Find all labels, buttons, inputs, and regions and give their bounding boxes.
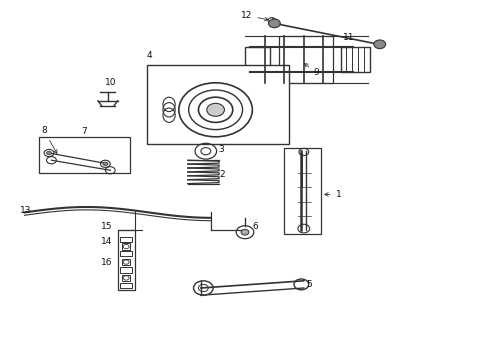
Text: 13: 13 xyxy=(20,206,31,215)
Text: 14: 14 xyxy=(101,237,113,246)
Bar xyxy=(122,259,130,265)
Text: 5: 5 xyxy=(306,280,312,289)
Bar xyxy=(120,283,132,288)
Circle shape xyxy=(47,151,51,155)
Bar xyxy=(284,148,321,234)
Text: 12: 12 xyxy=(241,11,269,21)
Text: 10: 10 xyxy=(105,78,117,87)
Bar xyxy=(279,36,333,83)
Text: 15: 15 xyxy=(101,222,113,231)
Bar xyxy=(122,243,130,250)
Text: 1: 1 xyxy=(325,190,342,199)
Bar xyxy=(39,137,130,173)
Text: 2: 2 xyxy=(220,171,225,180)
FancyBboxPatch shape xyxy=(147,65,289,144)
Text: 9: 9 xyxy=(304,63,319,77)
Text: 6: 6 xyxy=(252,222,258,231)
Text: 4: 4 xyxy=(147,51,152,60)
Circle shape xyxy=(103,162,108,166)
Bar xyxy=(120,251,132,256)
Text: 3: 3 xyxy=(218,145,224,154)
Circle shape xyxy=(269,19,280,28)
Text: 7: 7 xyxy=(81,127,87,136)
Text: 8: 8 xyxy=(41,126,57,153)
Bar xyxy=(245,47,270,72)
Circle shape xyxy=(374,40,386,49)
Circle shape xyxy=(207,103,224,116)
Bar xyxy=(120,237,132,242)
Circle shape xyxy=(241,229,249,235)
Bar xyxy=(118,230,135,290)
Bar xyxy=(341,47,370,72)
Bar xyxy=(122,275,130,281)
Text: 11: 11 xyxy=(343,33,354,42)
Bar xyxy=(120,267,132,273)
Text: 16: 16 xyxy=(101,258,113,267)
